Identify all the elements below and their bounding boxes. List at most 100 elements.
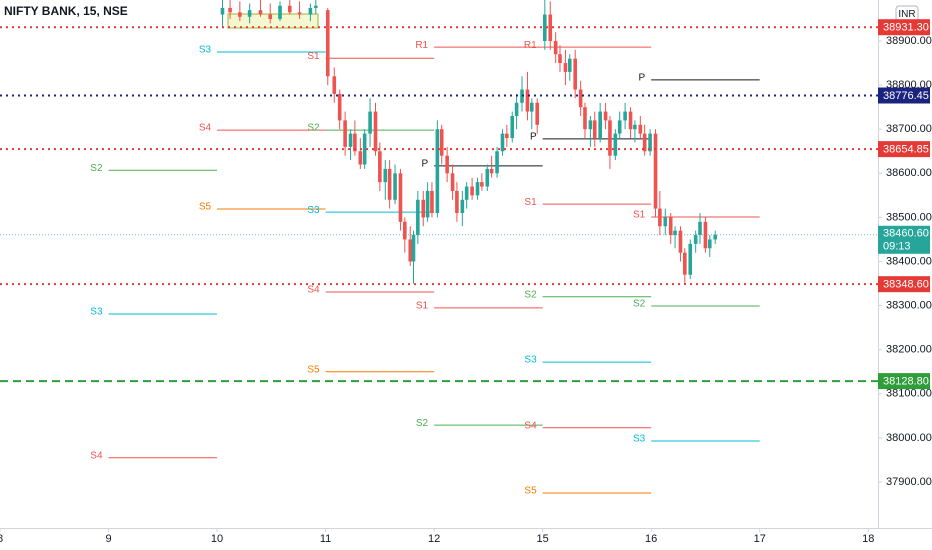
x-tick-label: 12 — [428, 533, 440, 545]
candle-body — [398, 173, 403, 222]
candle-body — [613, 133, 618, 156]
pivot-label: S3 — [307, 205, 320, 216]
candle-body — [603, 111, 608, 121]
candle-body — [707, 239, 712, 249]
y-tick-label: 38600.00 — [886, 167, 932, 179]
candle-body — [703, 221, 708, 249]
candle-body — [430, 190, 434, 214]
candle-body — [505, 133, 509, 139]
countdown-label: 09:13 — [883, 241, 911, 253]
candle-body — [450, 173, 455, 191]
candle-body — [387, 168, 392, 200]
candle-body — [588, 120, 593, 130]
x-tick-label: 10 — [211, 533, 223, 545]
pivot-label: S2 — [633, 299, 646, 310]
candle-body — [247, 10, 252, 17]
highlight-box — [227, 13, 319, 29]
x-tick-label: 8 — [0, 533, 3, 545]
pivot-label: P — [530, 132, 537, 143]
title-backdrop — [0, 0, 140, 22]
candle-body — [475, 182, 480, 196]
y-tick-label: 38400.00 — [886, 255, 932, 267]
pivot-label: S4 — [199, 123, 212, 134]
candle-body — [668, 217, 673, 236]
candle-body — [633, 124, 637, 130]
candle-body — [510, 115, 515, 139]
y-tick-label: 37900.00 — [886, 476, 932, 488]
candle-body — [567, 58, 572, 72]
x-tick-label: 11 — [320, 533, 331, 545]
candle-body — [287, 5, 292, 13]
pivot-label: S4 — [90, 450, 103, 461]
candle-body — [314, 5, 318, 8]
price-line-label: 38654.85 — [883, 144, 929, 156]
candle-body — [383, 168, 388, 183]
candle-body — [373, 111, 378, 152]
candle-body — [553, 41, 558, 55]
candle-body — [464, 186, 469, 200]
candle-body — [514, 102, 519, 116]
candle-body — [548, 14, 553, 42]
last-price-label: 38460.60 — [883, 228, 929, 240]
candle-body — [368, 111, 372, 134]
candle-body — [332, 76, 337, 94]
candle-body — [403, 221, 407, 240]
candle-body — [688, 243, 693, 275]
price-line-label: 38776.45 — [883, 90, 929, 102]
plot-area: S2 S3 S4 S3 S4 S5 S1 S2 S3 S4 S5 R1 P S1 S2 R1 P S1 S2 S3 S4… — [0, 0, 878, 497]
candle-body — [663, 217, 668, 227]
candle-body — [485, 168, 490, 187]
candle-body — [268, 14, 273, 19]
candle-body — [658, 208, 662, 227]
candle-body — [638, 124, 643, 134]
candle-body — [325, 10, 330, 77]
pivot-label: S1 — [524, 197, 537, 208]
pivot-label: S2 — [524, 289, 537, 300]
candle-body — [698, 221, 702, 236]
pivot-label: P — [639, 72, 646, 83]
price-line-badge — [878, 276, 930, 293]
candle-body — [408, 239, 413, 262]
candle-body — [228, 7, 232, 13]
candle-body — [480, 182, 484, 187]
candle-body — [578, 89, 583, 108]
candle-body — [470, 186, 474, 196]
candle-body — [425, 190, 430, 218]
pivot-label: S2 — [90, 163, 103, 174]
candle-body — [573, 58, 578, 90]
candle-body — [489, 168, 494, 174]
candle-body — [529, 102, 534, 112]
price-line-badge — [878, 373, 930, 390]
candle-body — [460, 199, 465, 214]
candle-body — [535, 102, 540, 125]
pivot-label: S5 — [524, 486, 537, 497]
pivot-label: S3 — [524, 355, 537, 366]
candle-body — [642, 133, 647, 152]
y-tick-label: 38500.00 — [886, 211, 932, 223]
candle-body — [628, 111, 633, 130]
candle-body — [525, 89, 530, 112]
candle-body — [543, 14, 547, 42]
candle-body — [421, 199, 426, 218]
x-tick-label: 9 — [105, 533, 111, 545]
x-tick-label: 15 — [537, 533, 549, 545]
x-tick-label: 18 — [862, 533, 874, 545]
pivot-label: S5 — [307, 364, 320, 375]
pivot-label: S3 — [633, 434, 646, 445]
candle-body — [348, 133, 353, 147]
candle-body — [378, 151, 382, 183]
x-tick-label: 17 — [754, 533, 766, 545]
candle-body — [358, 151, 363, 165]
candle-body — [343, 120, 347, 147]
candle-body — [445, 155, 449, 174]
pivot-label: S3 — [199, 45, 212, 56]
price-line-label: 38348.60 — [883, 279, 929, 291]
candle-body — [220, 7, 225, 15]
last-price-badge — [878, 225, 930, 254]
pivot-label: S1 — [307, 51, 320, 62]
candle-body — [592, 120, 597, 139]
candle-body — [278, 5, 282, 19]
pivot-label: S1 — [416, 300, 429, 311]
candle-body — [495, 151, 499, 174]
